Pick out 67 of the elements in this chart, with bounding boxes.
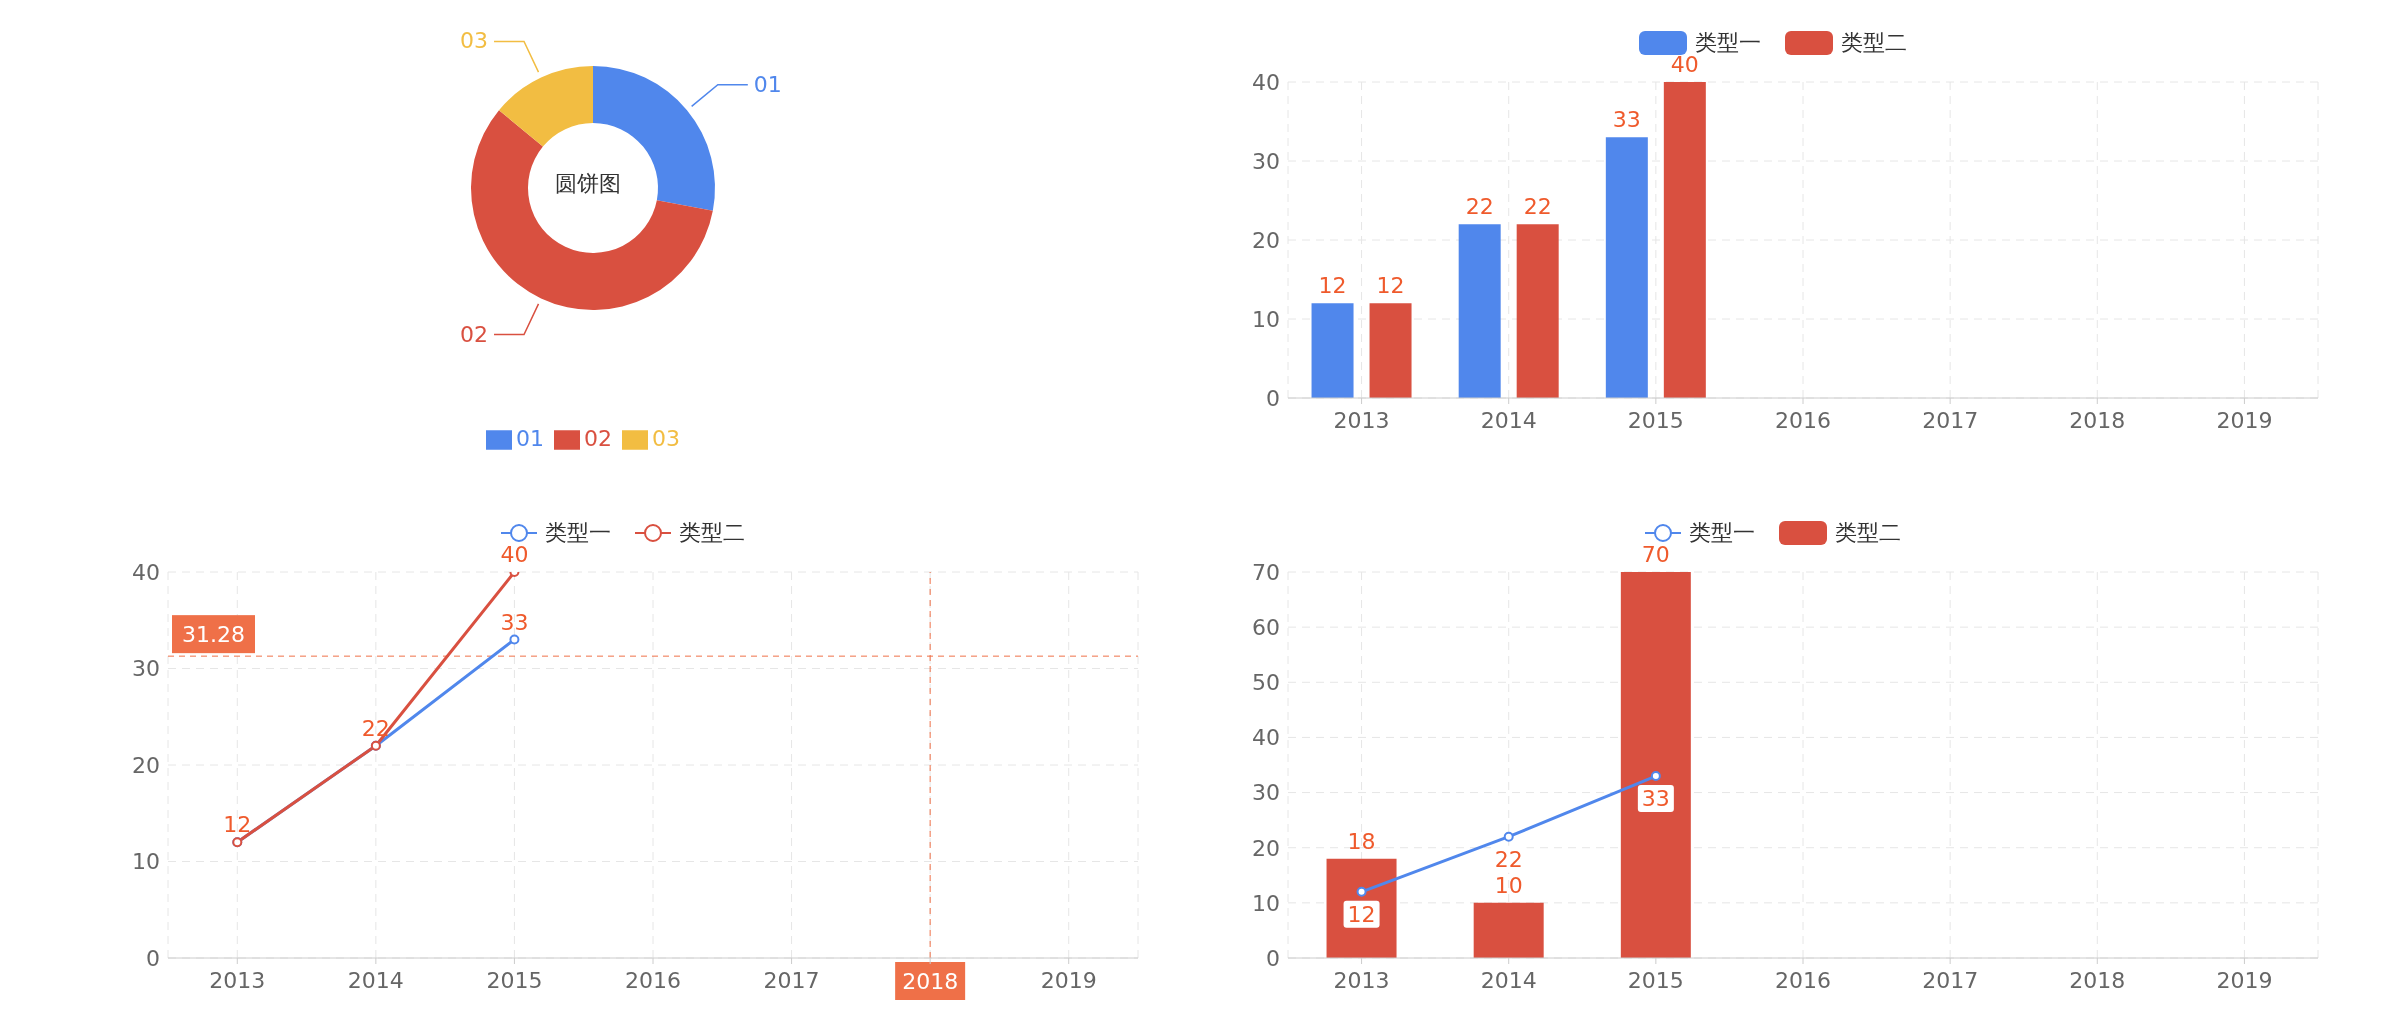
x-tick-label: 2018	[2069, 408, 2126, 433]
y-tick-label: 30	[1252, 148, 1280, 174]
ref-line-label: 31.28	[182, 622, 245, 648]
x-tick-label: 2018	[2069, 968, 2126, 993]
data-label: 33	[500, 609, 529, 635]
x-tick-label: 2017	[1922, 408, 1979, 433]
data-label: 12	[1376, 273, 1405, 299]
x-tick-label: 2015	[486, 968, 543, 993]
data-label: 40	[500, 542, 529, 567]
y-tick-label: 10	[1252, 890, 1280, 916]
x-tick-label: 2016	[625, 968, 681, 993]
y-tick-label: 0	[146, 945, 160, 971]
x-tick-label: 2015	[1627, 408, 1684, 433]
legend-label: 类型一	[545, 519, 611, 547]
y-tick-label: 20	[1252, 227, 1280, 253]
y-tick-label: 40	[132, 559, 160, 585]
legend-label: 01	[516, 426, 544, 451]
data-label: 12	[1347, 901, 1376, 927]
x-tick-label: 2017	[763, 968, 820, 993]
data-label: 22	[1465, 194, 1494, 220]
x-tick-label: 2019	[1040, 968, 1097, 993]
x-tick-label: 2013	[209, 968, 266, 993]
legend-label: 类型二	[679, 519, 745, 547]
x-tick-label: 2014	[347, 968, 404, 993]
slice-label: 02	[460, 321, 489, 347]
data-label: 10	[1494, 872, 1523, 898]
data-label: 33	[1612, 107, 1641, 133]
legend-label: 02	[584, 426, 612, 451]
x-tick-label: 2013	[1333, 968, 1390, 993]
x-tick-label: 2018	[902, 969, 959, 994]
x-tick-label: 2014	[1480, 968, 1537, 993]
y-tick-label: 60	[1252, 614, 1280, 640]
data-label: 12	[223, 812, 252, 838]
x-tick-label: 2015	[1627, 968, 1684, 993]
text: 圆饼图	[555, 171, 621, 196]
y-tick-label: 0	[1266, 945, 1280, 971]
y-tick-label: 40	[1252, 69, 1280, 95]
y-tick-label: 50	[1252, 670, 1280, 696]
y-tick-label: 10	[132, 849, 160, 875]
data-label: 22	[1494, 846, 1523, 872]
y-tick-label: 0	[1266, 385, 1280, 411]
y-tick-label: 20	[132, 752, 160, 778]
y-tick-label: 20	[1252, 835, 1280, 861]
slice-label: 01	[753, 71, 782, 97]
x-tick-label: 2016	[1775, 408, 1831, 433]
y-tick-label: 40	[1252, 725, 1280, 751]
data-label: 70	[1641, 542, 1670, 567]
legend-label: 类型二	[1835, 519, 1901, 547]
data-label: 12	[1318, 273, 1347, 299]
legend-label: 03	[652, 426, 680, 451]
data-label: 22	[1523, 194, 1552, 220]
y-tick-label: 30	[132, 656, 160, 682]
legend-label: 类型一	[1689, 519, 1755, 547]
y-tick-label: 30	[1252, 780, 1280, 806]
x-tick-label: 2016	[1775, 968, 1831, 993]
x-tick-label: 2013	[1333, 408, 1390, 433]
data-label: 33	[1641, 786, 1670, 812]
data-label: 22	[361, 715, 390, 741]
y-tick-label: 10	[1252, 306, 1280, 332]
data-label: 18	[1347, 828, 1376, 854]
x-tick-label: 2014	[1480, 408, 1537, 433]
x-tick-label: 2019	[2216, 408, 2273, 433]
slice-label: 03	[460, 28, 489, 54]
y-tick-label: 70	[1252, 559, 1280, 585]
x-tick-label: 2019	[2216, 968, 2273, 993]
legend-label: 类型二	[1841, 29, 1907, 57]
x-tick-label: 2017	[1922, 968, 1979, 993]
